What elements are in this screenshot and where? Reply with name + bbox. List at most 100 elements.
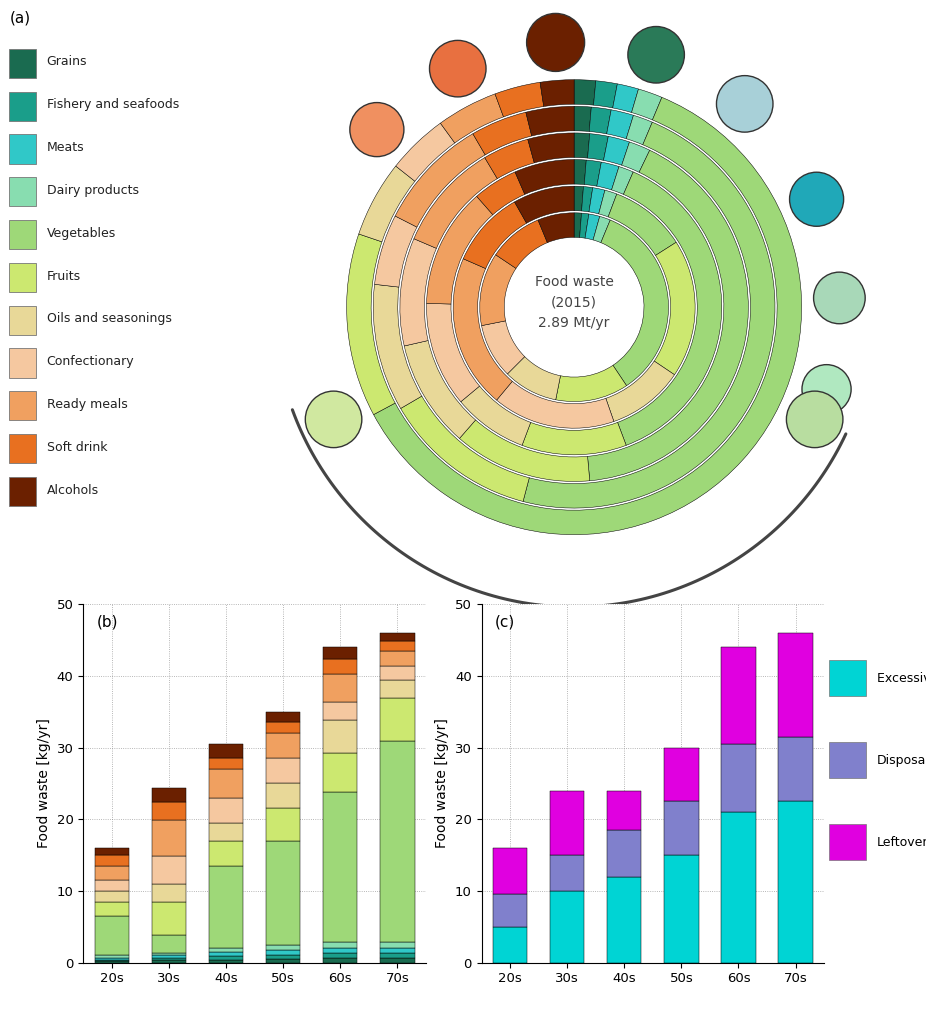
Bar bbox=[9, 177, 36, 207]
Wedge shape bbox=[618, 172, 721, 445]
Bar bbox=[779, 801, 813, 963]
Bar bbox=[266, 958, 300, 963]
Text: Ready meals: Ready meals bbox=[46, 398, 128, 411]
Wedge shape bbox=[496, 381, 614, 428]
Bar bbox=[721, 743, 756, 812]
Bar bbox=[381, 698, 415, 741]
Wedge shape bbox=[374, 216, 417, 287]
Bar bbox=[381, 633, 415, 641]
Bar bbox=[209, 948, 244, 952]
Circle shape bbox=[430, 40, 486, 97]
Bar bbox=[381, 957, 415, 963]
Bar bbox=[152, 787, 186, 802]
Circle shape bbox=[814, 272, 865, 324]
Wedge shape bbox=[613, 84, 639, 113]
Text: Oils and seasonings: Oils and seasonings bbox=[46, 312, 171, 326]
Bar bbox=[9, 434, 36, 463]
Wedge shape bbox=[574, 80, 595, 105]
Circle shape bbox=[306, 391, 362, 447]
Text: Soft drink: Soft drink bbox=[46, 440, 107, 454]
Wedge shape bbox=[405, 341, 476, 438]
Bar bbox=[94, 855, 129, 866]
Bar bbox=[266, 841, 300, 944]
Wedge shape bbox=[346, 233, 395, 415]
Bar bbox=[9, 305, 36, 335]
Wedge shape bbox=[611, 167, 633, 195]
Bar bbox=[607, 877, 642, 963]
Bar bbox=[9, 91, 36, 121]
Bar bbox=[607, 791, 642, 829]
Wedge shape bbox=[427, 303, 480, 401]
Bar bbox=[664, 801, 698, 855]
Bar bbox=[9, 263, 36, 292]
Circle shape bbox=[350, 102, 404, 157]
Bar bbox=[94, 957, 129, 959]
Bar bbox=[152, 952, 186, 955]
Bar bbox=[9, 220, 36, 249]
Wedge shape bbox=[395, 123, 455, 181]
Y-axis label: Food waste [kg/yr]: Food waste [kg/yr] bbox=[435, 719, 449, 848]
Bar bbox=[94, 915, 129, 955]
Bar bbox=[779, 737, 813, 801]
Bar bbox=[381, 680, 415, 698]
Wedge shape bbox=[585, 214, 600, 240]
Bar bbox=[381, 741, 415, 942]
Bar bbox=[323, 792, 357, 942]
Bar bbox=[323, 647, 357, 659]
Wedge shape bbox=[599, 190, 617, 217]
Wedge shape bbox=[597, 162, 619, 189]
Wedge shape bbox=[589, 187, 605, 214]
Bar bbox=[209, 841, 244, 866]
Bar bbox=[209, 952, 244, 956]
Bar bbox=[829, 824, 866, 860]
Wedge shape bbox=[463, 202, 527, 268]
Text: Excessive preparation: Excessive preparation bbox=[877, 672, 926, 685]
Text: Fruits: Fruits bbox=[46, 269, 81, 283]
Wedge shape bbox=[606, 361, 674, 422]
Bar bbox=[266, 954, 300, 958]
Wedge shape bbox=[395, 134, 485, 227]
Bar bbox=[152, 856, 186, 885]
Bar bbox=[721, 647, 756, 743]
Wedge shape bbox=[608, 194, 676, 255]
Wedge shape bbox=[604, 136, 630, 165]
Wedge shape bbox=[601, 220, 669, 386]
Wedge shape bbox=[587, 151, 748, 480]
Wedge shape bbox=[400, 239, 436, 346]
Bar bbox=[152, 802, 186, 820]
Bar bbox=[266, 712, 300, 723]
Circle shape bbox=[802, 365, 851, 414]
Bar bbox=[266, 758, 300, 783]
Wedge shape bbox=[477, 172, 525, 215]
Text: Alcohols: Alcohols bbox=[46, 483, 99, 497]
Bar bbox=[209, 959, 244, 963]
Bar bbox=[266, 733, 300, 758]
Bar bbox=[9, 134, 36, 164]
Wedge shape bbox=[522, 423, 626, 455]
Bar bbox=[323, 958, 357, 963]
Bar bbox=[94, 902, 129, 915]
Y-axis label: Food waste [kg/yr]: Food waste [kg/yr] bbox=[37, 719, 51, 848]
Bar bbox=[152, 902, 186, 935]
Circle shape bbox=[790, 172, 844, 226]
Wedge shape bbox=[441, 94, 504, 143]
Bar bbox=[381, 651, 415, 666]
Wedge shape bbox=[473, 113, 532, 155]
Wedge shape bbox=[495, 82, 544, 117]
Wedge shape bbox=[584, 160, 601, 186]
Bar bbox=[209, 758, 244, 769]
Bar bbox=[209, 743, 244, 758]
Bar bbox=[323, 753, 357, 792]
Bar bbox=[381, 942, 415, 947]
Bar bbox=[381, 952, 415, 957]
Circle shape bbox=[786, 391, 843, 447]
Bar bbox=[829, 660, 866, 696]
Text: (a): (a) bbox=[9, 10, 31, 26]
Wedge shape bbox=[482, 321, 525, 374]
Bar bbox=[209, 956, 244, 959]
Wedge shape bbox=[414, 158, 497, 249]
Bar bbox=[381, 947, 415, 952]
Wedge shape bbox=[515, 186, 574, 223]
Bar bbox=[266, 723, 300, 733]
Wedge shape bbox=[574, 133, 590, 158]
